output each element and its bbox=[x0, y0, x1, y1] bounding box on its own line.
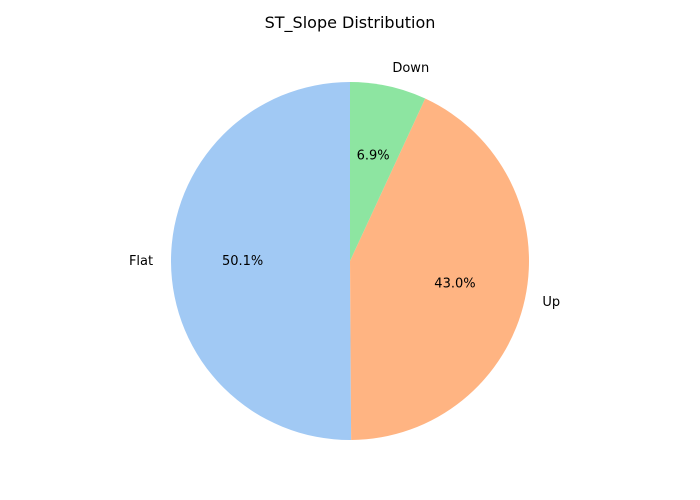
pie-slice-up bbox=[350, 98, 529, 440]
pie-slices bbox=[170, 82, 529, 440]
pct-label-up: 43.0% bbox=[434, 276, 475, 291]
pct-label-down: 6.9% bbox=[357, 149, 390, 164]
pct-label-flat: 50.1% bbox=[222, 254, 263, 269]
chart-title: ST_Slope Distribution bbox=[265, 13, 436, 33]
pie-labels: Flat 50.1% Up 43.0% Down 6.9% bbox=[129, 61, 560, 310]
pie-slice-flat bbox=[170, 82, 352, 440]
slice-label-down: Down bbox=[392, 61, 429, 76]
slice-label-up: Up bbox=[542, 295, 560, 310]
pie-slice-down bbox=[350, 82, 426, 261]
slice-label-flat: Flat bbox=[129, 254, 153, 269]
